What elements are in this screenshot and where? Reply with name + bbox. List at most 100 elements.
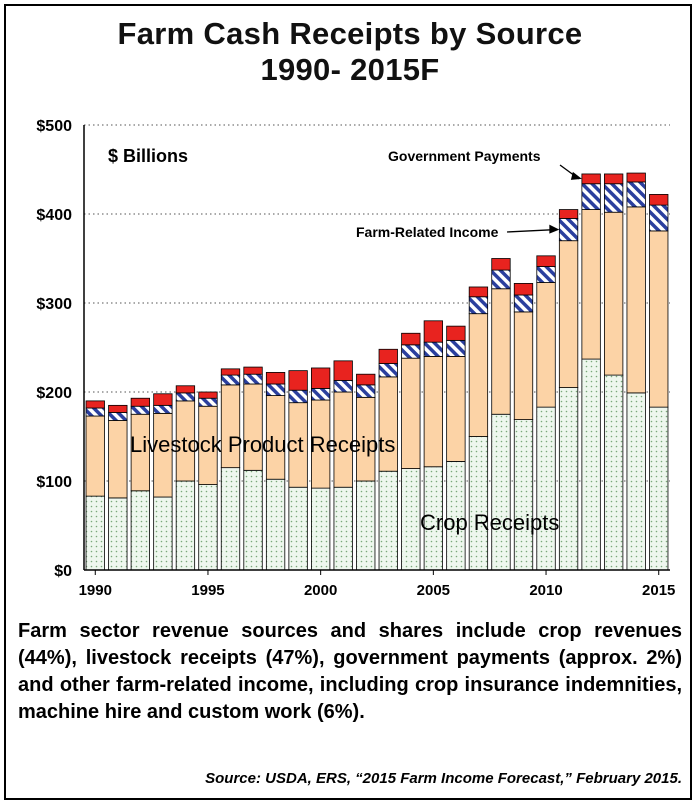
bar-government — [243, 366, 263, 375]
bar-farm-related — [626, 181, 646, 208]
bar-crop — [153, 496, 173, 571]
bar-crop — [175, 480, 196, 571]
bar-government — [311, 367, 331, 389]
bar-crop — [491, 413, 511, 571]
bar-government — [581, 173, 601, 185]
bar-government — [85, 400, 105, 409]
bar-livestock — [581, 209, 601, 360]
bar-government — [536, 255, 556, 267]
bar-livestock — [468, 313, 489, 437]
bar-farm-related — [265, 383, 286, 396]
bar-crop — [536, 406, 556, 571]
bar-government — [513, 283, 534, 296]
bar-government — [423, 320, 443, 343]
bar-farm-related — [446, 339, 466, 357]
bar-government — [356, 373, 376, 386]
y-tick-label: $0 — [54, 563, 72, 580]
bar-livestock — [243, 383, 263, 471]
bar-crop — [85, 495, 105, 571]
annotation-farm-related-income: Farm-Related Income — [356, 224, 499, 240]
annotation-arrowhead — [570, 171, 582, 180]
bar-livestock — [536, 282, 556, 408]
bar-crop — [198, 484, 218, 571]
bar-farm-related — [220, 374, 241, 386]
labels-group: $ Billions Livestock Product Receipts Crop… — [108, 146, 582, 535]
bar-government — [558, 209, 579, 219]
bar-farm-related — [198, 397, 218, 407]
bar-livestock — [626, 206, 646, 394]
y-tick-label: $300 — [36, 296, 72, 313]
bar-farm-related — [108, 412, 128, 421]
chart-title: Farm Cash Receipts by Source 1990- 2015F — [0, 16, 700, 88]
bar-crop — [581, 358, 601, 571]
bar-livestock — [446, 355, 466, 462]
y-tick-label: $200 — [36, 385, 72, 402]
bar-farm-related — [513, 294, 534, 313]
bar-government — [288, 370, 308, 391]
bar-farm-related — [333, 380, 353, 393]
bar-government — [265, 372, 286, 385]
bar-farm-related — [558, 218, 579, 242]
bar-farm-related — [649, 204, 669, 232]
bar-livestock — [604, 211, 624, 376]
bar-farm-related — [423, 341, 443, 357]
bar-crop — [108, 497, 128, 571]
caption-text: Farm sector revenue sources and shares i… — [18, 620, 682, 723]
bar-farm-related — [536, 266, 556, 283]
bar-livestock — [401, 357, 421, 469]
bar-government — [649, 194, 669, 206]
bar-government — [626, 172, 646, 183]
source-note: Source: USDA, ERS, “2015 Farm Income For… — [205, 770, 682, 787]
bar-government — [175, 385, 196, 394]
bar-crop — [468, 436, 489, 571]
bar-crop — [311, 487, 331, 571]
bar-crop — [626, 392, 646, 571]
bar-farm-related — [311, 388, 331, 401]
x-tick-label: 2015 — [642, 582, 675, 599]
bar-livestock — [649, 230, 669, 408]
unit-label: $ Billions — [108, 146, 188, 166]
bar-farm-related — [604, 183, 624, 213]
bar-crop — [333, 486, 353, 571]
bar-farm-related — [130, 405, 150, 415]
bar-crop — [220, 467, 241, 571]
bar-livestock — [378, 376, 398, 472]
livestock-series-label: Livestock Product Receipts — [130, 432, 395, 457]
gridlines — [84, 124, 670, 482]
bar-crop — [243, 469, 263, 571]
bar-livestock — [423, 355, 443, 468]
bar-government — [108, 404, 128, 413]
bar-crop — [265, 478, 286, 571]
x-tick-label: 2005 — [417, 582, 450, 599]
bar-farm-related — [175, 392, 196, 402]
bar-livestock — [85, 415, 105, 497]
bar-farm-related — [581, 183, 601, 210]
bar-crop — [649, 406, 669, 571]
bar-farm-related — [378, 363, 398, 378]
bar-farm-related — [85, 407, 105, 417]
bar-crop — [604, 374, 624, 571]
bar-farm-related — [153, 404, 173, 414]
bar-crop — [513, 419, 534, 571]
chart-title-line1: Farm Cash Receipts by Source — [117, 16, 583, 51]
bar-crop — [401, 468, 421, 571]
bar-crop — [378, 470, 398, 571]
annotation-government-payments: Government Payments — [388, 148, 541, 164]
bar-farm-related — [243, 373, 263, 385]
annotation-arrowhead — [549, 224, 560, 234]
bar-farm-related — [401, 344, 421, 359]
x-tick-label: 2000 — [304, 582, 337, 599]
annotation-arrow-line — [506, 228, 557, 233]
bar-farm-related — [288, 389, 308, 404]
bar-livestock — [558, 240, 579, 388]
bar-livestock — [491, 288, 511, 415]
bar-government — [491, 258, 511, 271]
x-tick-label: 1995 — [191, 582, 224, 599]
axes: $0 $100 $200 $300 $400 $500 1990 1995 2000 2005 20… — [36, 118, 675, 599]
bar-farm-related — [356, 384, 376, 398]
bar-crop — [130, 490, 150, 571]
y-tick-label: $400 — [36, 207, 72, 224]
y-tick-label: $500 — [36, 118, 72, 135]
crop-series-label: Crop Receipts — [420, 510, 559, 535]
x-tick-label: 2010 — [529, 582, 562, 599]
